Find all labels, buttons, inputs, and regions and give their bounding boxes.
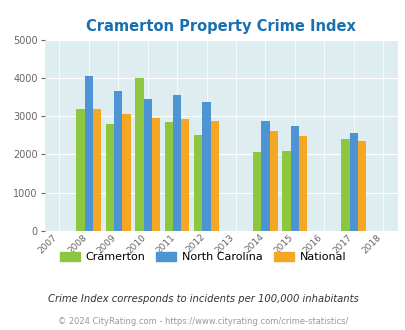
Bar xyxy=(135,78,143,231)
Bar xyxy=(357,141,365,231)
Bar xyxy=(143,99,151,231)
Bar xyxy=(93,109,101,231)
Bar xyxy=(106,124,114,231)
Bar xyxy=(261,121,269,231)
Bar xyxy=(202,102,210,231)
Legend: Cramerton, North Carolina, National: Cramerton, North Carolina, National xyxy=(55,248,350,267)
Bar xyxy=(341,139,349,231)
Text: © 2024 CityRating.com - https://www.cityrating.com/crime-statistics/: © 2024 CityRating.com - https://www.city… xyxy=(58,317,347,326)
Bar xyxy=(122,114,130,231)
Bar xyxy=(298,136,307,231)
Bar xyxy=(76,109,85,231)
Bar xyxy=(252,151,261,231)
Bar xyxy=(269,131,277,231)
Bar xyxy=(85,76,93,231)
Bar xyxy=(282,150,290,231)
Text: Crime Index corresponds to incidents per 100,000 inhabitants: Crime Index corresponds to incidents per… xyxy=(47,294,358,304)
Title: Cramerton Property Crime Index: Cramerton Property Crime Index xyxy=(86,19,355,34)
Bar xyxy=(210,121,218,231)
Bar xyxy=(181,119,189,231)
Bar xyxy=(114,91,122,231)
Bar xyxy=(194,135,202,231)
Bar xyxy=(290,126,298,231)
Bar xyxy=(173,95,181,231)
Bar xyxy=(151,118,160,231)
Bar xyxy=(349,133,357,231)
Bar xyxy=(164,122,173,231)
